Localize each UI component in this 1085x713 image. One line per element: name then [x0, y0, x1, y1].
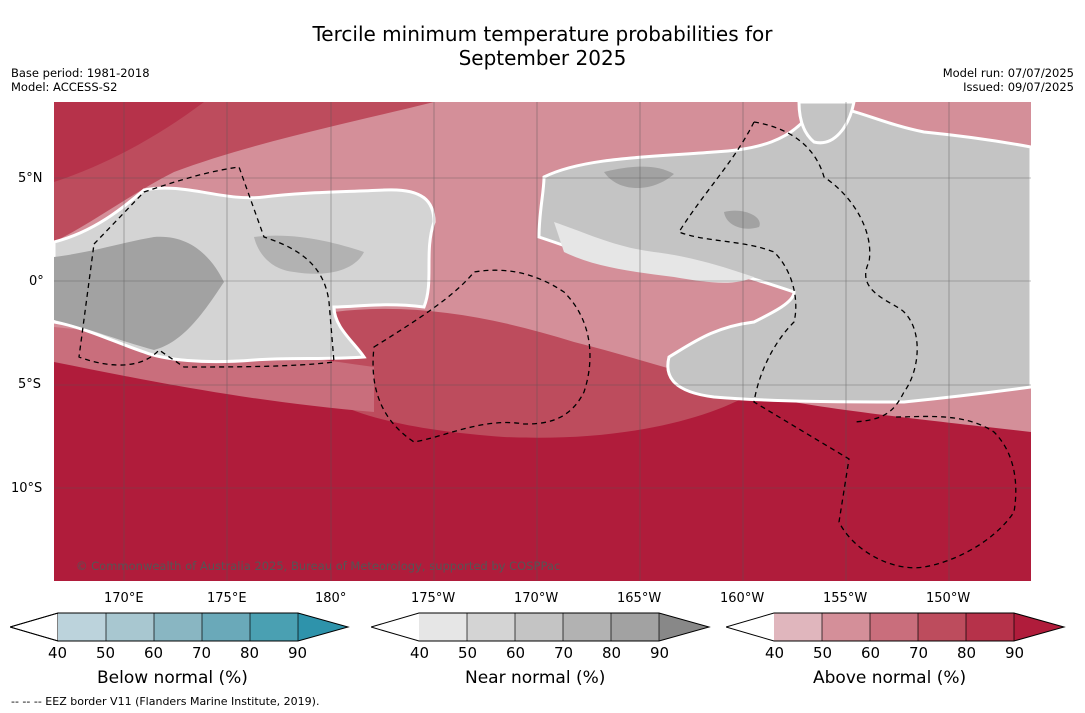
lon-label-175e: 175°E	[207, 591, 247, 606]
cb-below-tick-80: 80	[240, 644, 260, 662]
cb-near-tick-40: 40	[410, 644, 430, 662]
map-title-line1: Tercile minimum temperature probabilitie…	[312, 22, 773, 46]
lon-label-150w: 150°W	[926, 591, 971, 606]
west-grey-core	[54, 236, 224, 350]
lon-label-165w: 165°W	[617, 591, 662, 606]
meta-left: Base period: 1981-2018 Model: ACCESS-S2	[11, 66, 150, 94]
eez-borders	[78, 121, 1017, 569]
cb-near-tick-80: 80	[602, 644, 622, 662]
lat-label-0: 0°	[29, 274, 44, 289]
probability-map: © Commonwealth of Australia 2025, Bureau…	[54, 102, 1031, 581]
cb-above-tick-70: 70	[909, 644, 929, 662]
cb-near-tick-90: 90	[650, 644, 670, 662]
lon-label-160w: 160°W	[720, 591, 765, 606]
cb-above-tick-80: 80	[957, 644, 977, 662]
cb-near-tick-70: 70	[554, 644, 574, 662]
colorbar-near	[371, 612, 711, 642]
cb-above-tick-50: 50	[813, 644, 833, 662]
gridlines	[54, 102, 1031, 581]
colorbar-below	[10, 612, 350, 642]
copyright-notice: © Commonwealth of Australia 2025, Bureau…	[76, 559, 560, 573]
model-run: Model run: 07/07/2025	[942, 66, 1074, 80]
cb-near-title: Near normal (%)	[465, 668, 606, 688]
lon-label-180: 180°	[315, 591, 347, 606]
lat-label-5s: 5°S	[18, 377, 42, 392]
cb-above-tick-60: 60	[861, 644, 881, 662]
lon-label-170w: 170°W	[514, 591, 559, 606]
lat-label-5n: 5°N	[18, 171, 43, 186]
map-title-line2: September 2025	[458, 46, 627, 70]
cb-below-tick-70: 70	[192, 644, 212, 662]
cb-near-tick-50: 50	[458, 644, 478, 662]
lon-label-170e: 170°E	[104, 591, 144, 606]
cb-near-tick-60: 60	[506, 644, 526, 662]
cb-below-title: Below normal (%)	[97, 668, 248, 688]
lon-label-155w: 155°W	[823, 591, 868, 606]
meta-right: Model run: 07/07/2025 Issued: 09/07/2025	[943, 66, 1074, 94]
cb-above-title: Above normal (%)	[813, 668, 967, 688]
colorbar-above	[726, 612, 1066, 642]
cb-below-tick-90: 90	[288, 644, 308, 662]
cb-below-tick-60: 60	[144, 644, 164, 662]
issued-date: Issued: 09/07/2025	[963, 80, 1074, 94]
cb-below-tick-40: 40	[48, 644, 68, 662]
cb-above-tick-40: 40	[765, 644, 785, 662]
cb-above-tick-90: 90	[1005, 644, 1025, 662]
east-grey-dark-2	[724, 210, 760, 229]
base-period: Base period: 1981-2018	[11, 66, 150, 80]
eez-border-note: -- -- -- EEZ border V11 (Flanders Marine…	[11, 695, 320, 708]
north-grey-patch	[797, 102, 856, 145]
north-dark-edge	[54, 102, 204, 182]
west-grey-mid	[254, 235, 364, 274]
lat-label-10s: 10°S	[11, 481, 43, 496]
model-name: Model: ACCESS-S2	[11, 80, 118, 94]
cb-below-tick-50: 50	[96, 644, 116, 662]
east-grey-dark-1	[604, 166, 674, 188]
lon-label-175w: 175°W	[411, 591, 456, 606]
east-grey-light	[554, 222, 754, 283]
center-red-area	[334, 308, 754, 438]
